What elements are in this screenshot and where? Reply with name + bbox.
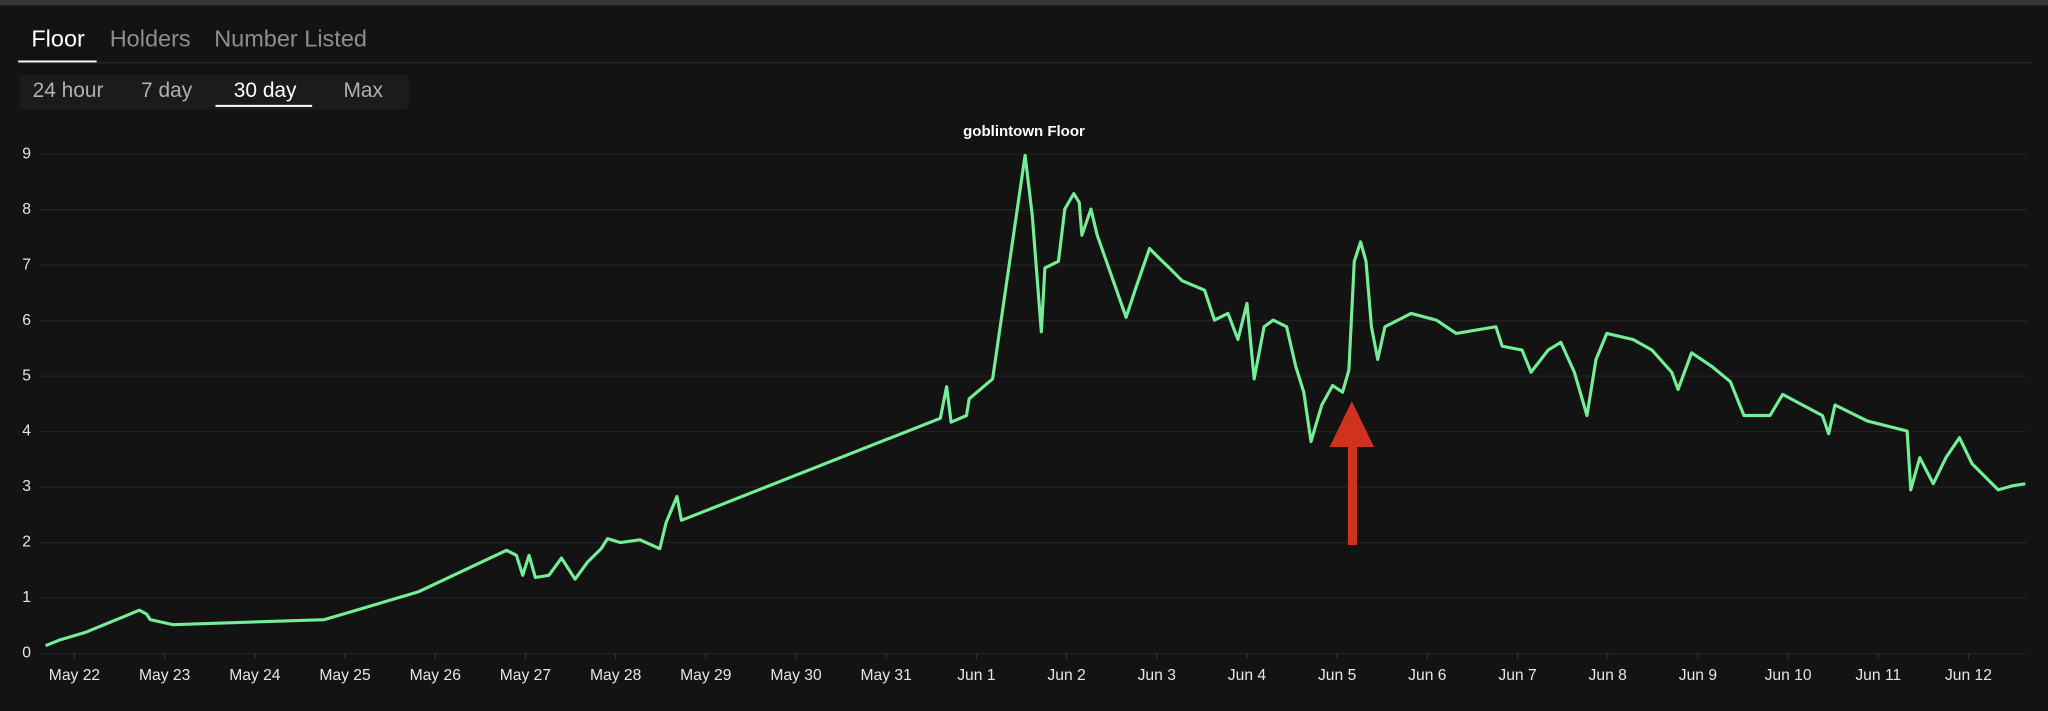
x-tick-label: Jun 6 bbox=[1408, 667, 1447, 684]
range-selector bbox=[19, 74, 409, 110]
tab[interactable]: Holders bbox=[110, 26, 191, 52]
y-tick-label: 3 bbox=[22, 478, 31, 495]
x-tick-label: May 27 bbox=[500, 667, 551, 684]
x-tick-label: May 25 bbox=[319, 667, 371, 684]
annotation-arrow bbox=[1329, 401, 1375, 546]
x-tick-label: May 30 bbox=[770, 667, 822, 684]
y-tick-label: 8 bbox=[22, 201, 31, 218]
y-tick-label: 5 bbox=[22, 367, 31, 384]
x-tick-label: May 28 bbox=[590, 667, 642, 684]
x-tick-label: May 22 bbox=[49, 667, 100, 684]
x-tick-label: Jun 7 bbox=[1498, 667, 1536, 684]
x-tick-label: Jun 1 bbox=[957, 667, 995, 684]
x-tick-label: May 29 bbox=[680, 667, 731, 684]
arrow-shaft bbox=[1347, 441, 1358, 546]
arrow-head bbox=[1329, 401, 1375, 447]
y-tick-label: 7 bbox=[22, 256, 31, 273]
range-button-active[interactable]: 30 day bbox=[234, 79, 297, 102]
y-tick-label: 4 bbox=[22, 423, 31, 440]
tab[interactable]: Number Listed bbox=[214, 26, 367, 52]
y-tick-label: 2 bbox=[22, 534, 31, 551]
x-tick-label: Jun 2 bbox=[1047, 667, 1085, 684]
x-tick-label: Jun 8 bbox=[1589, 667, 1628, 684]
tab-active[interactable]: Floor bbox=[31, 26, 85, 52]
chart: 0 1 2 3 4 5 6 7 8 9 May 22 May 23 May 24 May 25 May 26… bbox=[22, 145, 2028, 684]
x-tick-label: Jun 11 bbox=[1855, 667, 1901, 684]
chart-title: goblintown Floor bbox=[963, 123, 1085, 140]
y-tick-label: 9 bbox=[22, 145, 31, 162]
y-tick-label: 6 bbox=[22, 312, 31, 329]
x-tick-label: Jun 3 bbox=[1138, 667, 1177, 684]
floor-line bbox=[45, 153, 2026, 648]
x-tick-label: May 24 bbox=[229, 667, 281, 684]
top-strip bbox=[0, 0, 2048, 6]
x-tick-label: May 23 bbox=[139, 667, 191, 684]
range-button[interactable]: 24 hour bbox=[33, 79, 104, 102]
x-tick-label: May 31 bbox=[861, 667, 912, 684]
x-tick-label: May 26 bbox=[410, 667, 462, 684]
y-tick-label: 0 bbox=[22, 645, 31, 662]
x-tick-label: Jun 12 bbox=[1945, 667, 1992, 684]
x-tick-label: Jun 5 bbox=[1318, 667, 1357, 684]
x-tick-label: Jun 9 bbox=[1679, 667, 1717, 684]
x-tick-label: Jun 4 bbox=[1228, 667, 1267, 684]
range-button[interactable]: Max bbox=[344, 79, 384, 102]
x-tick-label: Jun 10 bbox=[1765, 667, 1812, 684]
y-tick-label: 1 bbox=[22, 589, 31, 606]
range-button[interactable]: 7 day bbox=[141, 79, 193, 102]
